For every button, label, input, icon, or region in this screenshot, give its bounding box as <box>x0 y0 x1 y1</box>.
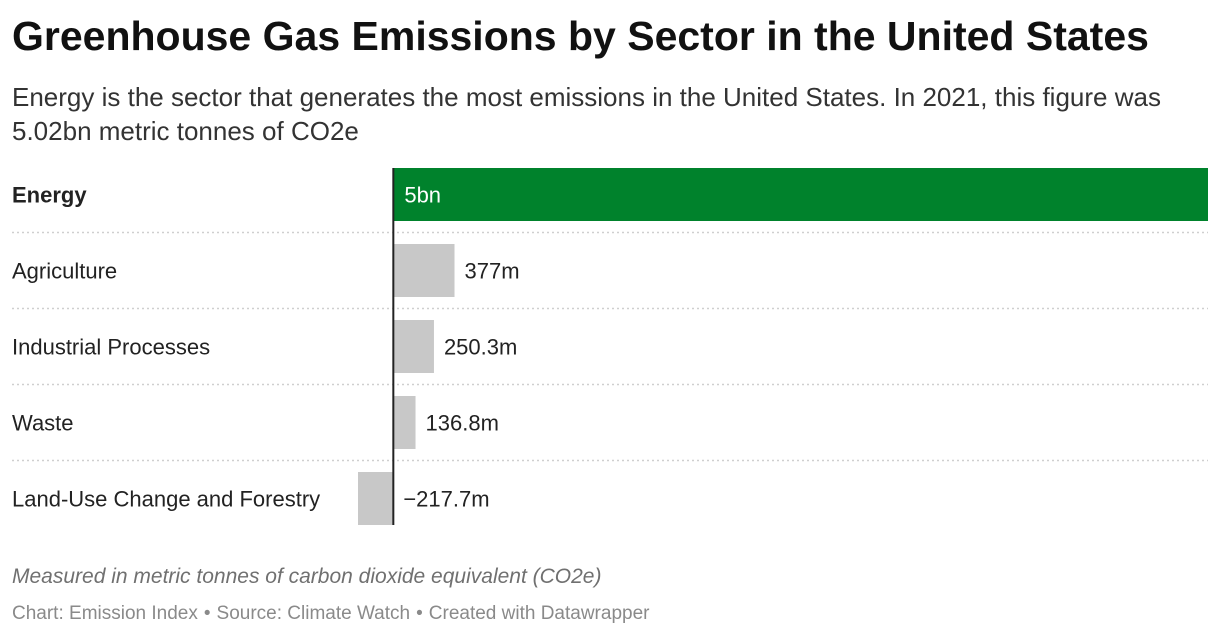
bar <box>358 472 394 525</box>
bar <box>393 320 434 373</box>
chart-title: Greenhouse Gas Emissions by Sector in th… <box>12 13 1149 59</box>
footer-separator: • <box>203 603 211 624</box>
footer-source: Source: Climate Watch <box>216 603 411 624</box>
category-label: Industrial Processes <box>12 335 210 360</box>
bar <box>393 244 455 297</box>
footer-separator: • <box>416 603 423 624</box>
value-label: −217.7m <box>403 487 489 512</box>
value-label: 250.3m <box>444 335 517 360</box>
category-label: Waste <box>12 411 74 436</box>
value-label: 136.8m <box>426 411 499 436</box>
footer-created-with: Created with Datawrapper <box>428 603 650 624</box>
footer-chart-credit: Chart: Emission Index <box>12 603 198 624</box>
category-label: Land-Use Change and Forestry <box>12 487 320 512</box>
chart-subtitle: Energy is the sector that generates the … <box>12 82 1161 146</box>
chart-notes: Measured in metric tonnes of carbon diox… <box>12 565 602 588</box>
value-label: 377m <box>465 259 520 284</box>
value-label: 5bn <box>404 183 441 208</box>
category-label: Energy <box>12 183 87 208</box>
chart-footer: Chart: Emission Index • Source: Climate Wa… <box>12 603 649 625</box>
bar-chart-svg: Energy 5bn Agriculture 377m Industrial Proce… <box>12 168 1208 525</box>
category-label: Agriculture <box>12 259 117 284</box>
bar-chart: Energy 5bn Agriculture 377m Industrial Proce… <box>0 160 1220 540</box>
bar <box>393 168 1208 221</box>
bar <box>393 396 416 449</box>
